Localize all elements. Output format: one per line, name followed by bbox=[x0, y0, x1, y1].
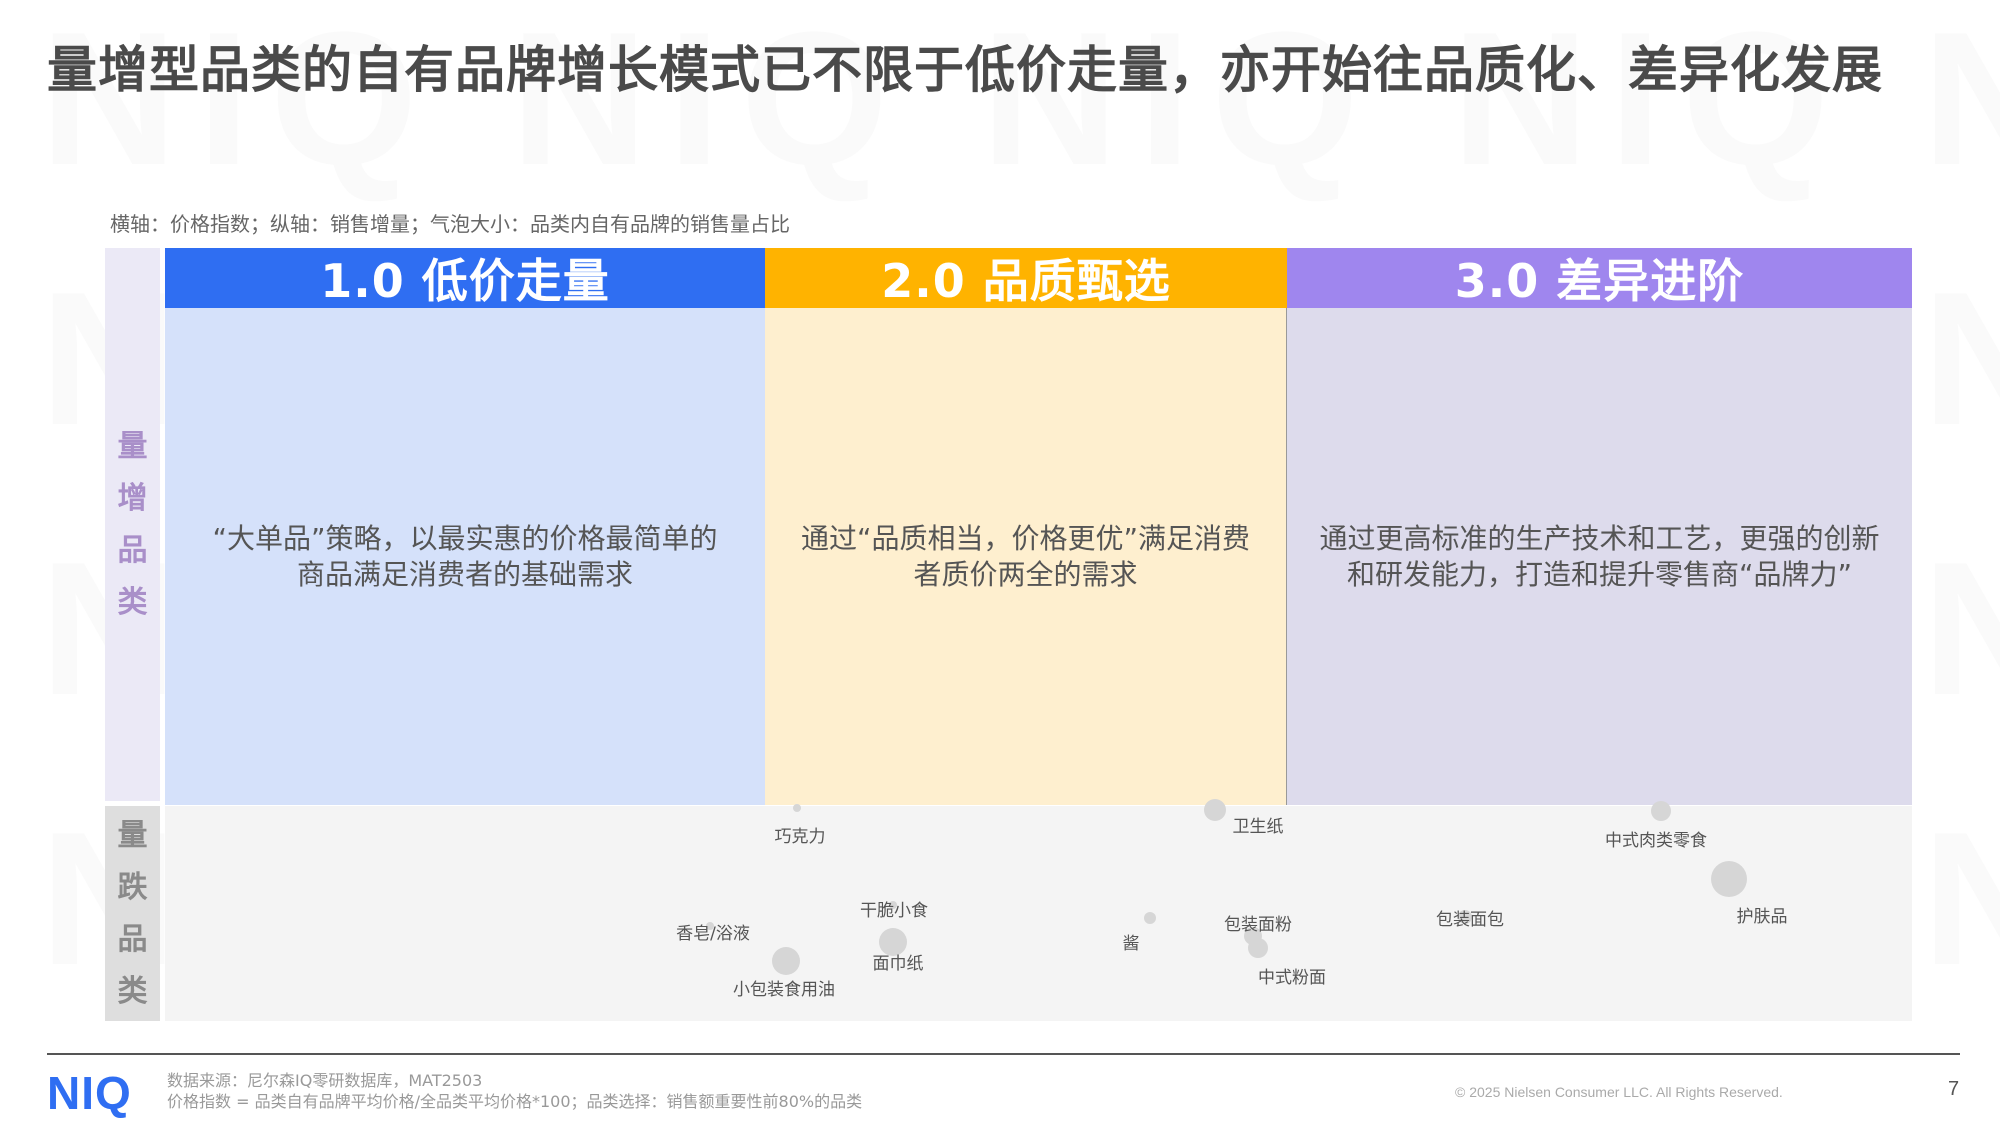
side-char: 品 bbox=[117, 921, 148, 957]
side-label-decline: 量 跌 品 类 bbox=[105, 806, 160, 1021]
bubble-label: 中式粉面 bbox=[1258, 968, 1326, 988]
bubble-label: 卫生纸 bbox=[1232, 817, 1284, 837]
side-char: 品 bbox=[117, 532, 148, 568]
bubble-point bbox=[1458, 910, 1472, 924]
bubble-point bbox=[1711, 861, 1747, 897]
bubble-label: 干脆小食 bbox=[860, 901, 928, 921]
side-char: 量 bbox=[117, 428, 148, 464]
side-label-growth: 量 增 品 类 bbox=[105, 248, 160, 801]
zone-quality: 2.0 品质甄选 通过“品质相当，价格更优”满足消费 者质价两全的需求 bbox=[765, 248, 1287, 805]
zone-header: 1.0 低价走量 bbox=[165, 248, 765, 308]
copyright: © 2025 Nielsen Consumer LLC. All Rights … bbox=[1455, 1084, 1783, 1100]
bubble-label: 包装面包 bbox=[1436, 910, 1504, 930]
zone-differentiation: 3.0 差异进阶 通过更高标准的生产技术和工艺，更强的创新 和研发能力，打造和提升… bbox=[1287, 248, 1912, 805]
side-char: 类 bbox=[117, 584, 148, 620]
bubble-point bbox=[793, 804, 801, 812]
bubble-point bbox=[889, 901, 897, 909]
bubble-label: 面巾纸 bbox=[872, 954, 924, 974]
bubble-point bbox=[1204, 799, 1226, 821]
bubble-point bbox=[706, 922, 714, 930]
bubble-point bbox=[879, 928, 907, 956]
bubble-label: 酱 bbox=[1122, 934, 1140, 954]
niq-logo: NIQ bbox=[47, 1067, 132, 1119]
zone-header: 3.0 差异进阶 bbox=[1287, 248, 1912, 308]
bubble-point bbox=[1651, 801, 1671, 821]
page-number: 7 bbox=[1948, 1078, 1960, 1100]
source-note: 数据来源：尼尔森IQ零研数据库，MAT2503 价格指数 = 品类自有品牌平均价… bbox=[167, 1071, 863, 1111]
page-title: 量增型品类的自有品牌增长模式已不限于低价走量，亦开始往品质化、差异化发展 bbox=[47, 41, 1883, 99]
bubble-label: 包装面粉 bbox=[1224, 915, 1292, 935]
zone-description: 通过“品质相当，价格更优”满足消费 者质价两全的需求 bbox=[765, 308, 1287, 805]
bubble-label: 中式肉类零食 bbox=[1605, 831, 1707, 851]
bubble-label: 护肤品 bbox=[1736, 907, 1788, 927]
bubble-point bbox=[772, 947, 800, 975]
zone-header: 2.0 品质甄选 bbox=[765, 248, 1287, 308]
axis-note: 横轴：价格指数；纵轴：销售增量；气泡大小：品类内自有品牌的销售量占比 bbox=[110, 212, 790, 236]
bubble-point bbox=[1144, 912, 1156, 924]
side-char: 类 bbox=[117, 973, 148, 1009]
bubble-label: 香皂/浴液 bbox=[676, 924, 750, 944]
bubble-point bbox=[1248, 938, 1268, 958]
decline-region bbox=[165, 806, 1912, 1021]
side-char: 跌 bbox=[117, 869, 148, 905]
zone-description: 通过更高标准的生产技术和工艺，更强的创新 和研发能力，打造和提升零售商“品牌力” bbox=[1287, 308, 1912, 805]
bubble-label: 小包装食用油 bbox=[733, 980, 835, 1000]
zone-description: “大单品”策略，以最实惠的价格最简单的 商品满足消费者的基础需求 bbox=[165, 308, 765, 805]
bubble-label: 巧克力 bbox=[774, 827, 826, 847]
zone-low-price: 1.0 低价走量 “大单品”策略，以最实惠的价格最简单的 商品满足消费者的基础需求 bbox=[165, 248, 765, 805]
footer-divider bbox=[47, 1053, 1960, 1055]
side-char: 量 bbox=[117, 817, 148, 853]
side-char: 增 bbox=[117, 480, 148, 516]
